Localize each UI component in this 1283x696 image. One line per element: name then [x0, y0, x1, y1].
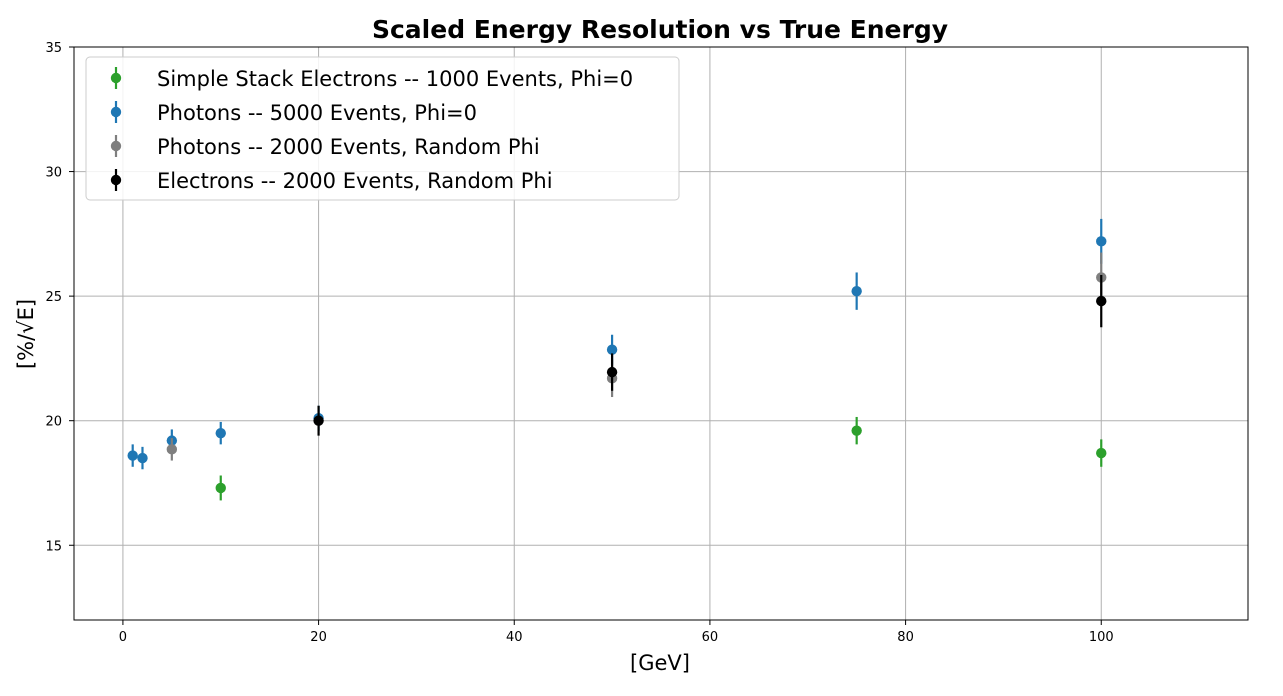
legend-label: Simple Stack Electrons -- 1000 Events, P… [157, 67, 633, 91]
x-tick-label: 20 [310, 630, 327, 645]
x-axis-label: [GeV] [630, 651, 690, 675]
data-point [1096, 447, 1107, 459]
series-1 [215, 416, 1107, 501]
data-point [851, 425, 862, 436]
y-axis-label: [%/√E] [14, 299, 38, 369]
series-4 [313, 274, 1107, 436]
data-point [606, 366, 618, 378]
data-point [313, 415, 324, 426]
data-point [137, 452, 148, 464]
legend-label: Photons -- 5000 Events, Phi=0 [157, 101, 477, 125]
legend-box [85, 56, 680, 201]
data-point [215, 427, 226, 439]
data-point [851, 285, 862, 297]
legend-marker [110, 174, 122, 186]
y-tick-label: 15 [45, 539, 62, 554]
chart-title: Scaled Energy Resolution vs True Energy [372, 15, 948, 44]
y-tick-label: 30 [45, 166, 62, 181]
series-2 [127, 218, 1107, 470]
x-tick-label: 40 [506, 630, 523, 645]
legend-label: Photons -- 2000 Events, Random Phi [157, 135, 540, 159]
x-tick-label: 100 [1089, 630, 1114, 645]
y-tick-label: 25 [45, 290, 62, 305]
legend: Simple Stack Electrons -- 1000 Events, P… [85, 56, 680, 201]
y-tick-label: 20 [45, 415, 62, 430]
legend-marker [110, 106, 122, 118]
data-point [127, 450, 138, 461]
x-axis: 0 20 40 60 80 100 [119, 620, 1114, 645]
data-point [215, 482, 226, 494]
x-tick-label: 0 [119, 630, 127, 645]
data-point [1096, 236, 1107, 247]
legend-marker [110, 140, 122, 152]
data-marks [127, 218, 1107, 501]
legend-label: Electrons -- 2000 Events, Random Phi [157, 169, 553, 193]
legend-marker [110, 72, 122, 84]
x-tick-label: 60 [702, 630, 719, 645]
data-point [166, 444, 178, 455]
data-point [1096, 295, 1107, 307]
y-axis: 15 20 25 30 35 [45, 41, 74, 554]
x-tick-label: 80 [897, 630, 914, 645]
plot-area-frame [73, 46, 1249, 621]
series-3 [166, 252, 1107, 461]
y-tick-label: 35 [45, 41, 62, 56]
data-point [606, 344, 618, 355]
